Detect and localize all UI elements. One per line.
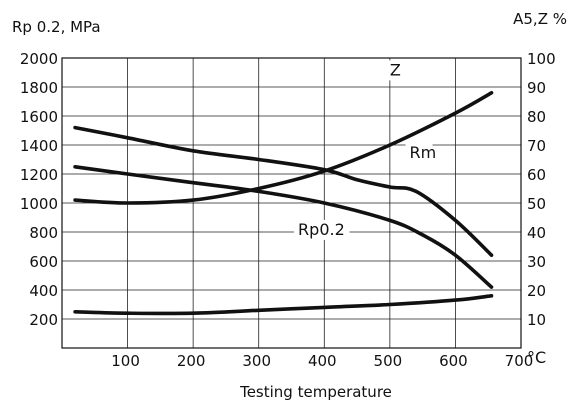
x-tick-label: 200 [177,352,206,370]
left-tick-label: 1200 [20,166,58,184]
series-line-z [73,91,494,205]
left-axis-label: Rp 0.2, MPa [12,18,101,36]
right-tick-label: 80 [527,108,546,126]
series-label-rp02: Rp0.2 [298,220,345,239]
x-axis-label: Testing temperature [239,383,392,401]
right-tick-label: 100 [527,50,556,68]
left-tick-label: 1600 [20,108,58,126]
left-tick-label: 2000 [20,50,58,68]
left-tick-label: 600 [29,253,58,271]
series-line-rm [73,125,494,257]
series-line-rp02 [73,165,494,289]
x-tick-label: 600 [439,352,468,370]
x-tick-label: 500 [374,352,403,370]
right-tick-label: 20 [527,282,546,300]
left-tick-label: 800 [29,224,58,242]
right-tick-label: 90 [527,79,546,97]
right-tick-label: 70 [527,137,546,155]
series-label-background [405,143,433,164]
series-label-background [385,60,404,81]
x-tick-label: 100 [111,352,140,370]
x-axis-unit: °C [527,348,546,367]
series-label-background [294,219,350,240]
left-tick-label: 400 [29,282,58,300]
series-line-a5 [73,294,494,316]
x-axis-tick-labels: 100 200 300 400 500 600 700 [111,352,533,370]
left-tick-label: 1000 [20,195,58,213]
right-tick-label: 10 [527,311,546,329]
series-label-rm: Rm [410,143,437,162]
series-label-z: Z [390,60,401,79]
left-tick-label: 1800 [20,79,58,97]
plot-frame [61,57,522,349]
right-tick-label: 40 [527,224,546,242]
right-axis-tick-labels: 10 20 30 40 50 60 70 80 90 100 [527,50,556,329]
x-tick-label: 400 [308,352,337,370]
right-tick-label: 50 [527,195,546,213]
left-axis-tick-labels: 200 400 600 800 1000 1200 1400 1600 1800 2000 [20,50,58,329]
right-tick-label: 30 [527,253,546,271]
right-tick-label: 60 [527,166,546,184]
right-axis-label: A5,Z % [513,10,567,28]
left-tick-label: 1400 [20,137,58,155]
x-tick-label: 700 [505,352,534,370]
series-lines [73,91,494,316]
left-tick-label: 200 [29,311,58,329]
x-tick-label: 300 [242,352,271,370]
